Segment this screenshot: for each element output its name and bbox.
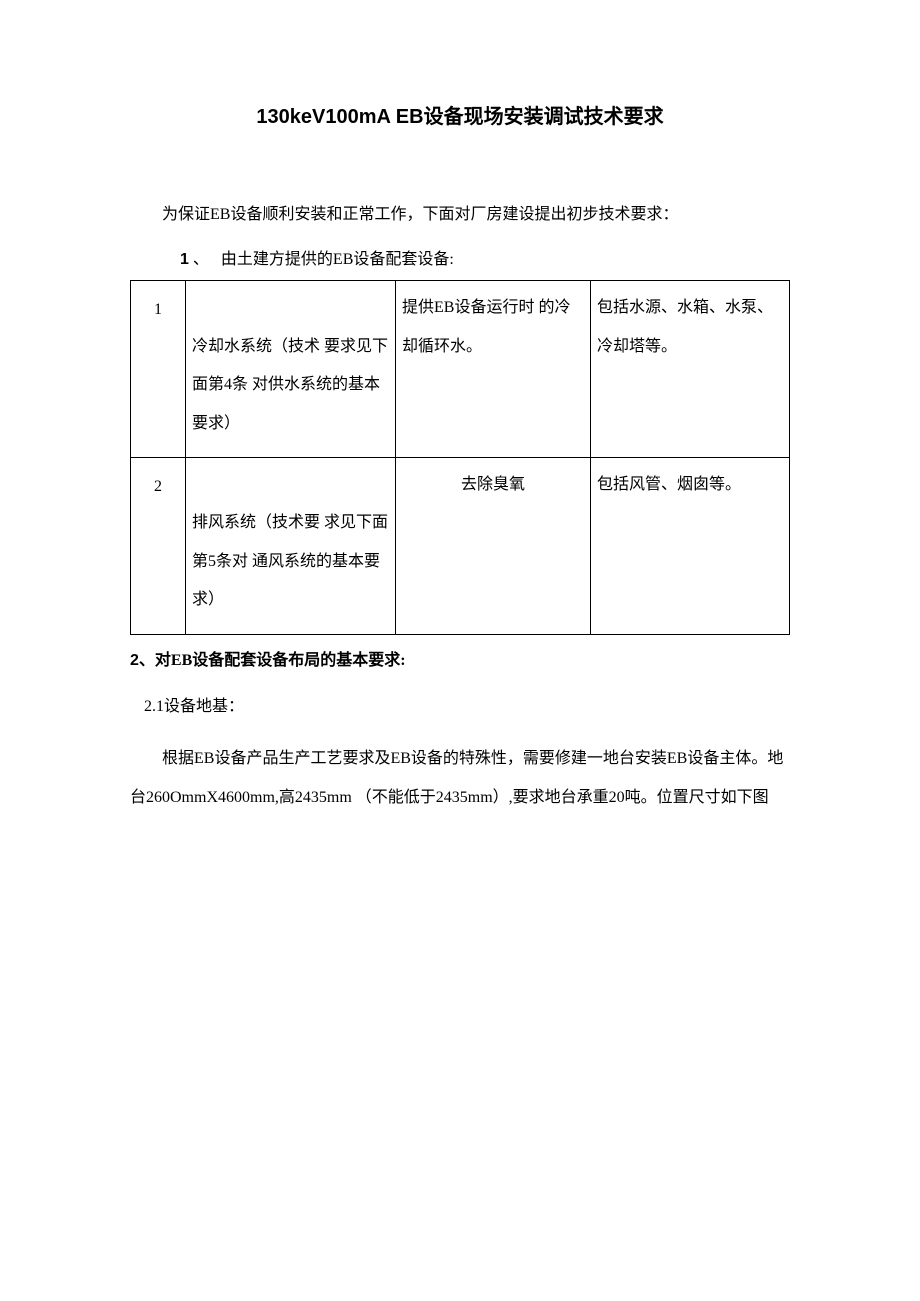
table-cell-system: 排风系统（技术要 求见下面第5条对 通风系统的基本要 求）	[186, 457, 396, 634]
table-cell-includes: 包括水源、水箱、水泵、冷却塔等。	[591, 281, 790, 458]
table-cell-purpose: 提供EB设备运行时 的冷却循环水。	[396, 281, 591, 458]
section-1-separator: 、	[193, 251, 209, 268]
section-1-text: 由土建方提供的EB设备配套设备:	[221, 251, 454, 268]
section-2-text: 、对EB设备配套设备布局的基本要求:	[139, 652, 406, 669]
section-2-1-heading: 2.1设备地基：	[130, 693, 790, 722]
table-cell-num: 2	[131, 457, 186, 634]
section-2-heading: 2、对EB设备配套设备布局的基本要求:	[130, 647, 790, 676]
table-row: 1 冷却水系统（技术 要求见下面第4条 对供水系统的基本 要求） 提供EB设备运…	[131, 281, 790, 458]
section-2-number: 2	[130, 652, 139, 669]
table-cell-includes: 包括风管、烟囱等。	[591, 457, 790, 634]
equipment-table: 1 冷却水系统（技术 要求见下面第4条 对供水系统的基本 要求） 提供EB设备运…	[130, 280, 790, 634]
table-cell-purpose: 去除臭氧	[396, 457, 591, 634]
section-2-1-body: 根据EB设备产品生产工艺要求及EB设备的特殊性，需要修建一地台安装EB设备主体。…	[130, 740, 790, 817]
intro-paragraph: 为保证EB设备顺利安装和正常工作，下面对厂房建设提出初步技术要求：	[130, 194, 790, 236]
page-title: 130keV100mA EB设备现场安装调试技术要求	[130, 100, 790, 129]
table-row: 2 排风系统（技术要 求见下面第5条对 通风系统的基本要 求） 去除臭氧 包括风…	[131, 457, 790, 634]
section-1-heading: 1、 由土建方提供的EB设备配套设备:	[130, 246, 790, 275]
table-cell-num: 1	[131, 281, 186, 458]
section-1-number: 1	[180, 251, 189, 268]
table-cell-system: 冷却水系统（技术 要求见下面第4条 对供水系统的基本 要求）	[186, 281, 396, 458]
